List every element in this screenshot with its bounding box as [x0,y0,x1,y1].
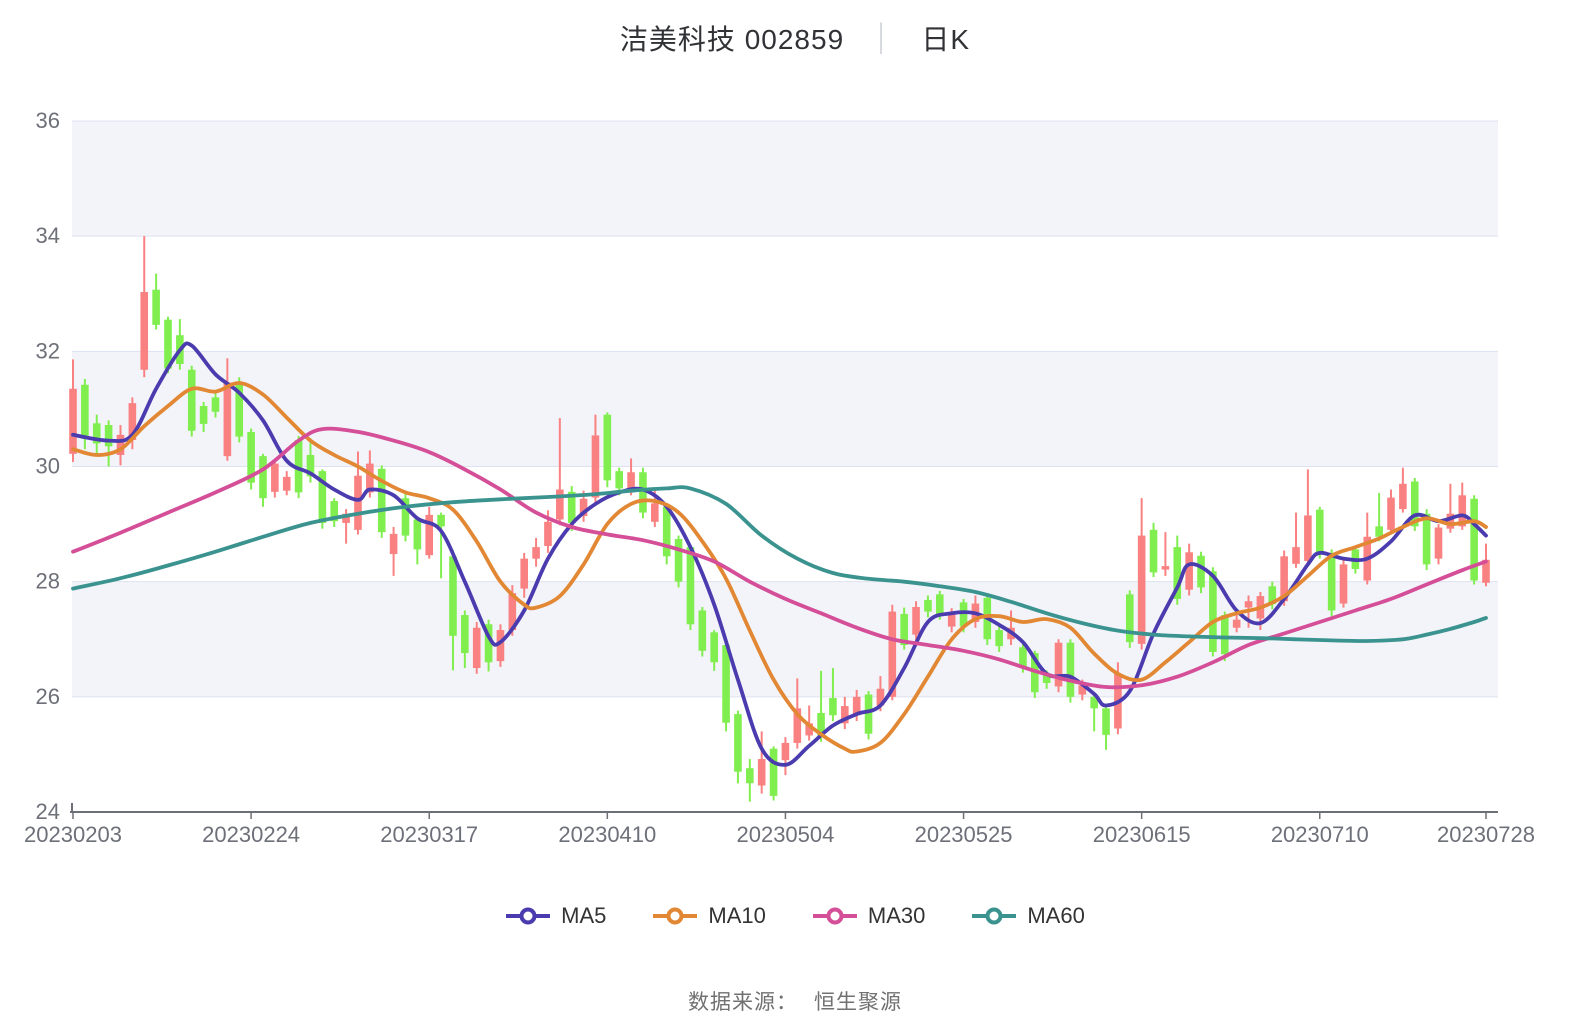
chart-title: 洁美科技 002859 │ 日K [0,18,1590,58]
svg-text:36: 36 [36,108,60,133]
svg-text:20230203: 20230203 [24,822,122,847]
svg-text:20230504: 20230504 [736,822,834,847]
legend-marker-icon [972,907,1017,925]
svg-text:20230525: 20230525 [915,822,1013,847]
svg-text:34: 34 [36,223,60,248]
legend-item-ma5[interactable]: MA5 [505,903,606,929]
svg-text:26: 26 [36,684,60,709]
ma10-line [71,381,1488,754]
ma5-line [71,341,1488,767]
legend-marker-icon [812,907,857,925]
data-source-value: 恒生聚源 [814,991,902,1014]
legend-item-ma30[interactable]: MA30 [812,903,925,929]
svg-text:32: 32 [36,338,60,363]
legend-marker-icon [506,907,551,925]
ma60-line [71,485,1488,643]
chart-legend: MA5 MA10 MA30 MA60 [0,903,1590,929]
data-source-footer: 数据来源： 恒生聚源 [0,986,1590,1016]
data-source-label: 数据来源： [688,991,798,1014]
svg-text:20230728: 20230728 [1437,822,1535,847]
legend-item-ma60[interactable]: MA60 [971,903,1085,929]
svg-text:20230410: 20230410 [558,822,656,847]
svg-text:28: 28 [36,569,60,594]
title-separator: │ [874,21,892,52]
svg-text:20230317: 20230317 [380,822,478,847]
period-label: 日K [921,24,971,55]
ma-lines [71,341,1488,767]
y-axis-labels: 24 26 28 30 32 34 36 [36,108,60,824]
svg-text:20230710: 20230710 [1271,822,1369,847]
stock-title: 洁美科技 002859 [619,24,845,55]
split-area-bands [72,121,1498,697]
svg-text:20230224: 20230224 [202,822,300,847]
candlestick-series [69,236,1490,802]
svg-text:20230615: 20230615 [1093,822,1191,847]
legend-marker-icon [653,907,698,925]
legend-item-ma10[interactable]: MA10 [652,903,766,929]
svg-text:30: 30 [36,454,60,479]
x-axis: 20230203 20230224 20230317 20230410 20230504… [24,803,1535,847]
svg-text:24: 24 [36,799,60,824]
